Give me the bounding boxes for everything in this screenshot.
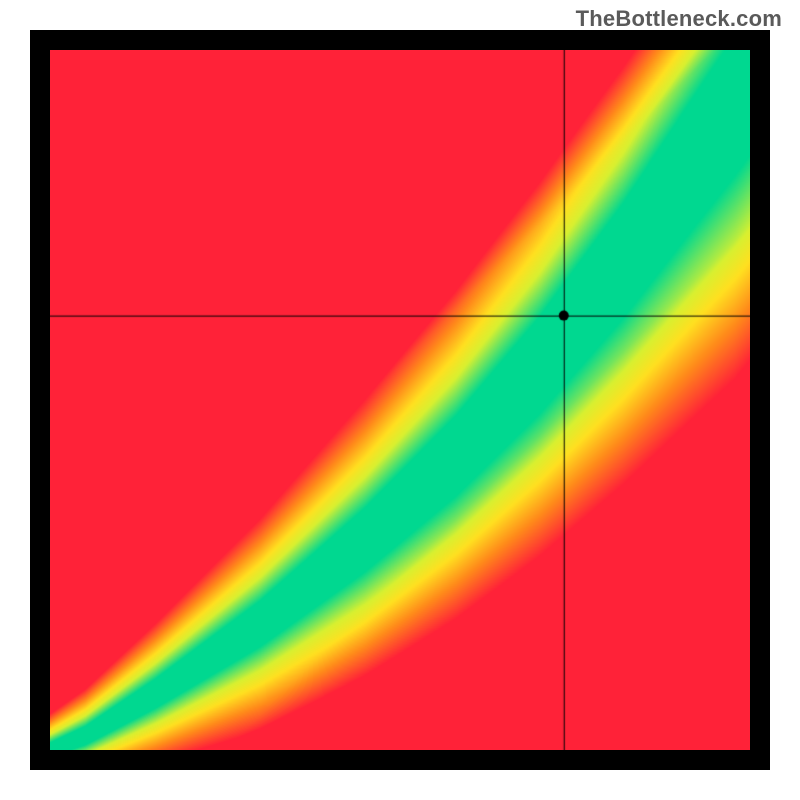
chart-outer-frame [30,30,770,770]
bottleneck-heatmap [50,50,750,750]
watermark-text: TheBottleneck.com [576,6,782,32]
